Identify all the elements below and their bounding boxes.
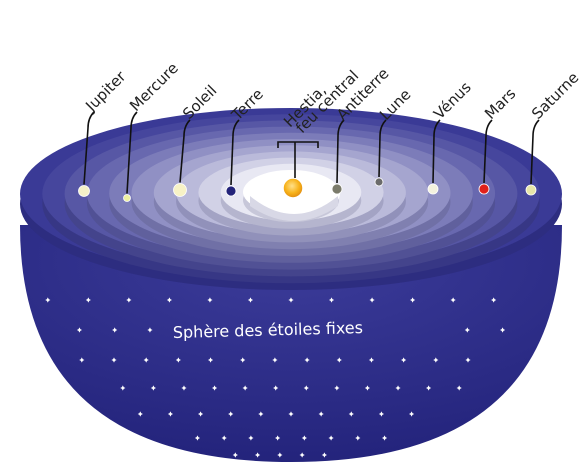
- fixed-star: [275, 435, 281, 441]
- mars-leader: [483, 119, 493, 184]
- fixed-star: [328, 435, 334, 441]
- terre-leader: [230, 119, 240, 186]
- venus-label: Vénus: [430, 78, 475, 123]
- saturne-label: Saturne: [528, 69, 582, 123]
- jupiter-label: Jupiter: [81, 67, 130, 116]
- saturne-leader: [530, 119, 540, 185]
- fixed-star: [318, 411, 324, 417]
- fixed-star: [395, 385, 401, 391]
- antiterre-leader: [336, 119, 345, 184]
- fixed-star: [348, 411, 354, 417]
- fixed-star: [111, 357, 117, 363]
- fixed-star: [112, 327, 118, 333]
- fixed-star: [299, 452, 305, 458]
- mercure-label: Mercure: [126, 59, 182, 115]
- fixed-star: [137, 411, 143, 417]
- fixed-star: [150, 385, 156, 391]
- fixed-star: [85, 297, 91, 303]
- soleil-leader: [179, 119, 191, 183]
- fixed-star: [364, 385, 371, 391]
- fixed-star: [197, 411, 204, 417]
- mars-body: [478, 183, 490, 195]
- central-well-wall: [250, 196, 338, 221]
- fixed-star: [303, 385, 309, 391]
- fixed-star: [254, 452, 261, 458]
- fixed-star: [369, 297, 375, 303]
- soleil-body: [173, 183, 187, 197]
- fixed-star: [288, 297, 294, 303]
- fixed-star: [166, 297, 173, 303]
- fixed-star: [248, 435, 254, 441]
- fixed-star: [465, 357, 471, 363]
- fixed-star: [194, 435, 201, 441]
- fixed-star: [368, 357, 375, 363]
- fixed-star: [45, 297, 51, 303]
- hestia-central-fire: [282, 177, 304, 199]
- fixed-star: [450, 297, 456, 303]
- fixed-star: [207, 297, 213, 303]
- jupiter-leader: [83, 111, 95, 185]
- fixed-star: [76, 327, 83, 333]
- fixed-star: [409, 297, 416, 303]
- fixed-stars-sphere: [20, 225, 562, 462]
- sphere-label: Sphère des étoiles fixes: [173, 318, 364, 342]
- fixed-star: [426, 385, 432, 391]
- lune-leader: [378, 119, 387, 178]
- fixed-star: [221, 435, 227, 441]
- fixed-star: [273, 385, 279, 391]
- mercure-leader: [126, 111, 138, 194]
- fixed-star: [242, 385, 248, 391]
- fixed-star: [126, 297, 132, 303]
- fixed-star: [143, 357, 149, 363]
- saturne-body: [525, 184, 537, 196]
- fixed-star: [355, 435, 361, 441]
- fixed-star: [232, 452, 238, 458]
- lune-body: [374, 177, 384, 187]
- fixed-star: [401, 357, 407, 363]
- terre-body: [225, 185, 237, 197]
- fixed-star: [491, 297, 497, 303]
- fixed-star: [167, 411, 174, 417]
- fixed-star: [147, 327, 153, 333]
- venus-body: [427, 183, 439, 195]
- fixed-star: [247, 297, 254, 303]
- fixed-star: [334, 385, 340, 391]
- fixed-star: [288, 411, 294, 417]
- fixed-star: [321, 452, 328, 458]
- fixed-star: [207, 357, 214, 363]
- fixed-star: [328, 297, 335, 303]
- fixed-star: [381, 435, 388, 441]
- fixed-star: [378, 411, 385, 417]
- fixed-star: [456, 385, 462, 391]
- fixed-star: [433, 357, 439, 363]
- fixed-star: [464, 327, 470, 333]
- venus-leader: [432, 119, 441, 184]
- fixed-star: [175, 357, 181, 363]
- fixed-star: [304, 357, 310, 363]
- fixed-star: [181, 385, 187, 391]
- fixed-star: [408, 411, 415, 417]
- fixed-star: [301, 435, 307, 441]
- fixed-star: [272, 357, 278, 363]
- mars-label: Mars: [481, 84, 519, 122]
- fixed-star: [277, 452, 283, 458]
- star-field: [45, 297, 506, 458]
- fixed-star: [499, 327, 506, 333]
- fixed-star: [258, 411, 264, 417]
- hestia-bracket: [277, 141, 319, 178]
- mercure-body: [123, 194, 131, 202]
- fixed-star: [79, 357, 85, 363]
- jupiter-body: [78, 185, 90, 197]
- fixed-star: [228, 411, 234, 417]
- antiterre-body: [331, 183, 343, 195]
- fixed-star: [336, 357, 342, 363]
- fixed-star: [120, 385, 126, 391]
- fixed-star: [240, 357, 246, 363]
- fixed-star: [211, 385, 218, 391]
